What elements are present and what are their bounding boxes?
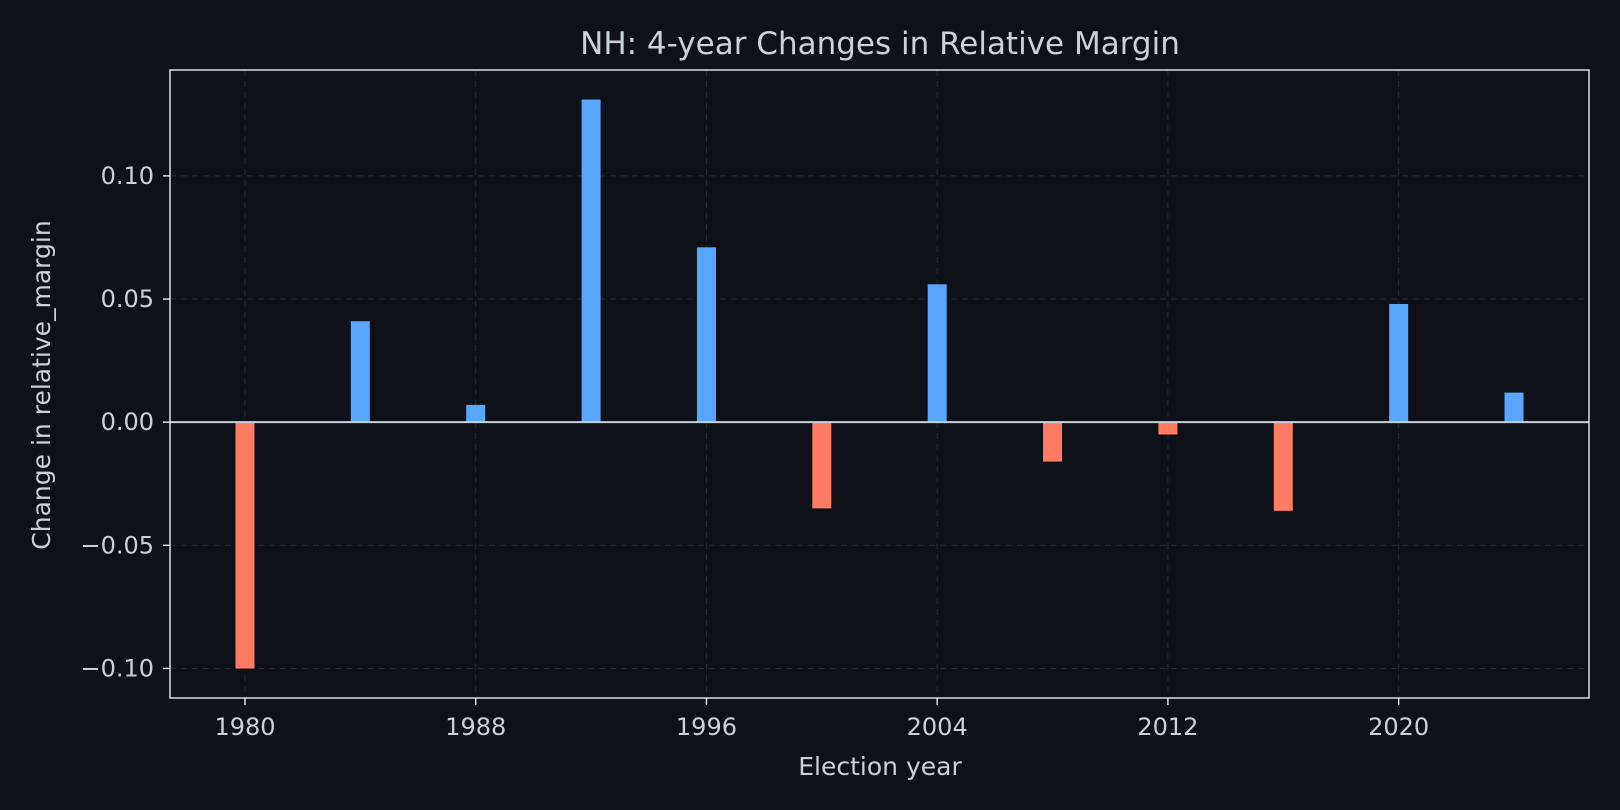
bar-2016 — [1273, 422, 1293, 511]
y-tick-label: −0.05 — [80, 531, 154, 559]
x-tick-label: 2012 — [1137, 713, 1198, 741]
bar-1996 — [696, 247, 716, 423]
bars — [235, 99, 1524, 669]
bar-2024 — [1504, 392, 1524, 423]
y-axis-label: Change in relative_margin — [27, 220, 56, 549]
y-tick-label: −0.10 — [80, 654, 154, 682]
x-axis: 1980 1988 1996 2004 2012 2020 — [214, 698, 1429, 741]
bar-1992 — [581, 99, 601, 423]
bar-2004 — [927, 284, 947, 423]
bar-2012 — [1158, 422, 1178, 435]
bar-2000 — [812, 422, 832, 509]
bar-2008 — [1043, 422, 1063, 462]
bar-1980 — [235, 422, 255, 669]
y-tick-label: 0.00 — [101, 408, 154, 436]
x-tick-label: 2004 — [907, 713, 968, 741]
plot-frame — [169, 69, 1590, 699]
y-tick-label: 0.10 — [101, 162, 154, 190]
bar-1984 — [350, 321, 370, 423]
y-tick-label: 0.05 — [101, 285, 154, 313]
y-axis: −0.10 −0.05 0.00 0.05 0.10 — [80, 162, 170, 682]
chart-title: NH: 4-year Changes in Relative Margin — [580, 26, 1180, 62]
x-tick-label: 1996 — [676, 713, 737, 741]
x-tick-label: 1988 — [445, 713, 506, 741]
bar-1988 — [466, 404, 486, 423]
x-tick-label: 2020 — [1368, 713, 1429, 741]
x-tick-label: 1980 — [214, 713, 275, 741]
x-axis-label: Election year — [798, 752, 962, 781]
bar-2020 — [1389, 303, 1409, 423]
